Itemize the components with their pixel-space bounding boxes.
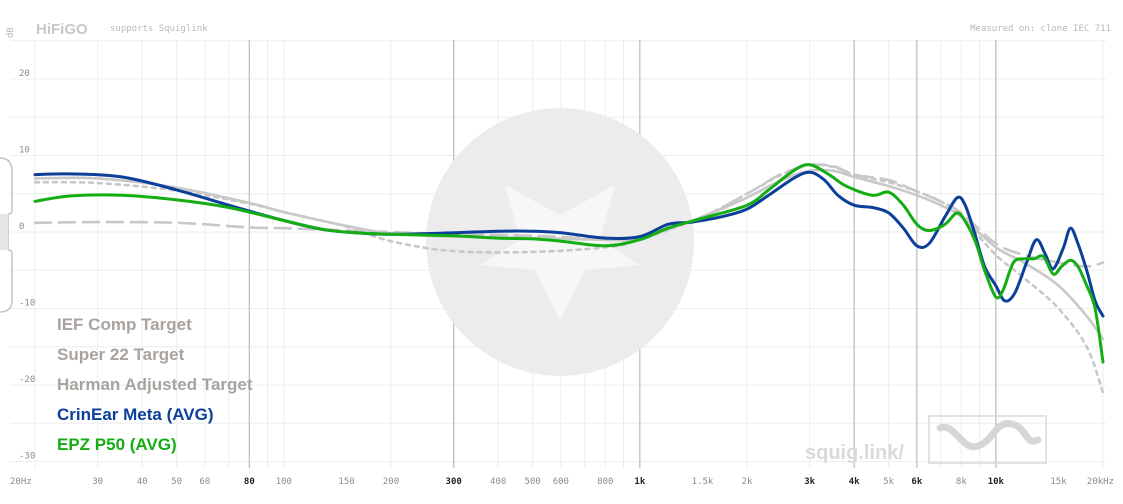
y-tick-label: -30 <box>19 452 35 462</box>
x-tick-label: 200 <box>383 477 399 487</box>
x-tick-label: 400 <box>490 477 506 487</box>
series-line-epz-p50-avg[interactable] <box>33 163 1105 364</box>
x-tick-label: 8k <box>956 477 967 487</box>
y-tick-label: -10 <box>19 299 35 309</box>
measured-on-text: Measured on: clone IEC 711 <box>970 24 1111 34</box>
x-tick-label: 20Hz <box>10 477 32 487</box>
x-tick-label: 50 <box>171 477 182 487</box>
legend-entry[interactable]: CrinEar Meta (AVG) <box>57 405 214 424</box>
x-tick-label: 500 <box>525 477 541 487</box>
x-tick-label: 15k <box>1050 477 1067 487</box>
legend: IEF Comp Target Super 22 Target Harman Adj… <box>57 315 253 454</box>
scale-handle-icon[interactable] <box>0 157 13 313</box>
curves <box>33 162 1105 394</box>
squiglink-logo-icon <box>928 415 1047 464</box>
x-tick-label: 800 <box>597 477 613 487</box>
y-tick-label: 20 <box>19 69 30 79</box>
y-tick-label: 0 <box>19 222 24 232</box>
y-axis-ticks: 20 10 0 -10 -20 -30 <box>19 69 35 462</box>
y-tick-label: -20 <box>19 375 35 385</box>
y-tick-label: 10 <box>19 146 30 156</box>
x-tick-label: 1k <box>634 477 645 487</box>
legend-entry[interactable]: EPZ P50 (AVG) <box>57 435 177 454</box>
x-tick-label: 20kHz <box>1087 477 1114 487</box>
x-tick-label: 1.5k <box>692 477 714 487</box>
x-tick-label: 40 <box>137 477 148 487</box>
x-axis-ticks: 20Hz 30 40 50 60 80 100 150 200 300 400 500 600 800 1k… <box>10 477 1114 487</box>
x-tick-label: 80 <box>244 477 255 487</box>
squiglink-watermark: squig.link/ <box>805 442 904 464</box>
x-tick-label: 60 <box>199 477 210 487</box>
x-tick-label: 6k <box>911 477 922 487</box>
x-tick-label: 5k <box>883 477 894 487</box>
x-tick-label: 3k <box>804 477 815 487</box>
x-tick-label: 10k <box>988 477 1005 487</box>
brand-logo: HiFiGO <box>36 21 88 38</box>
legend-entry[interactable]: Super 22 Target <box>57 345 185 364</box>
x-tick-label: 2k <box>742 477 753 487</box>
supports-text: supports Squiglink <box>110 24 208 34</box>
series-line-harman-adjusted-target[interactable] <box>33 168 1105 341</box>
x-tick-label: 150 <box>338 477 354 487</box>
x-tick-label: 100 <box>276 477 292 487</box>
x-tick-label: 30 <box>92 477 103 487</box>
y-axis-unit: dB <box>6 27 16 38</box>
x-tick-label: 4k <box>849 477 860 487</box>
legend-entry[interactable]: Harman Adjusted Target <box>57 375 253 394</box>
x-tick-label: 600 <box>553 477 569 487</box>
x-tick-label: 300 <box>446 477 462 487</box>
legend-entry[interactable]: IEF Comp Target <box>57 315 192 334</box>
